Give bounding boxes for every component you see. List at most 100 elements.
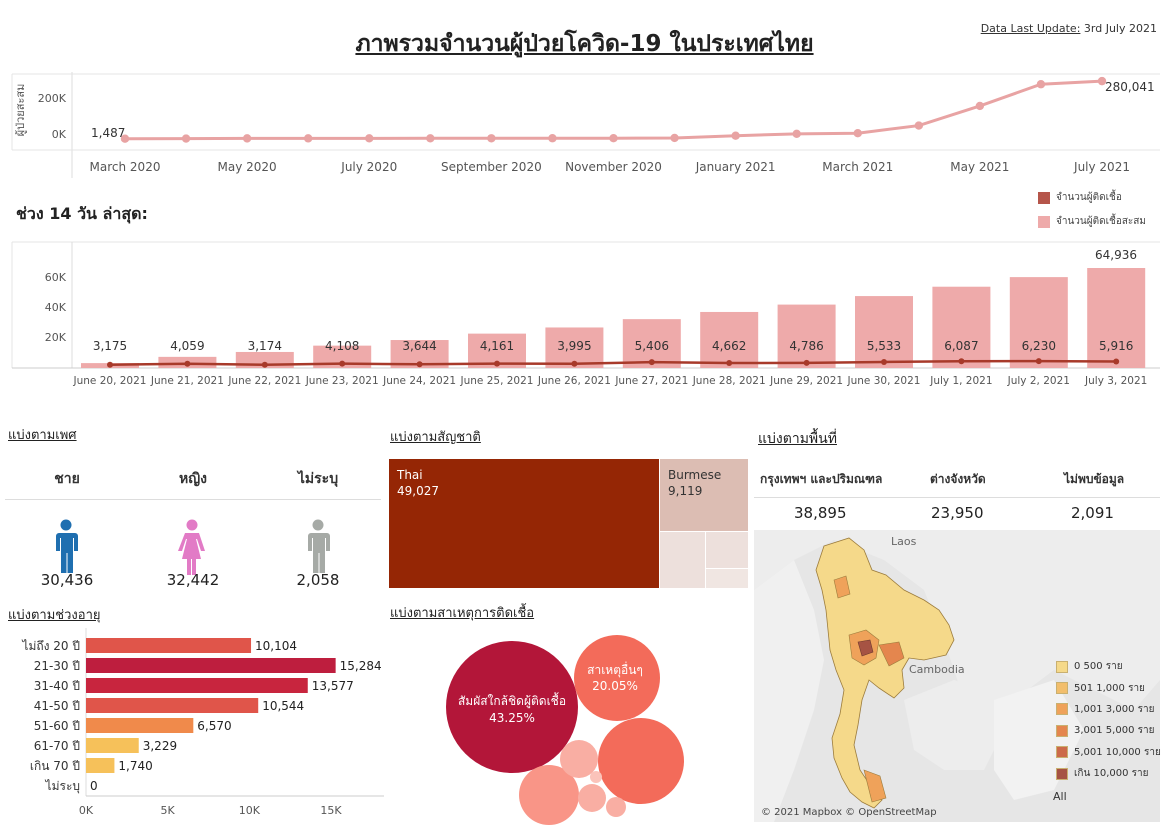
recent-daily-point[interactable] <box>261 361 268 368</box>
map-legend-item[interactable]: 5,001 10,000 ราย <box>1056 742 1161 763</box>
recent-daily-point[interactable] <box>339 360 346 367</box>
recent-daily-point[interactable] <box>107 361 113 368</box>
legend-daily[interactable]: จำนวนผู้ติดเชื้อ <box>1038 190 1146 205</box>
recent-14-days-chart[interactable]: 60K 40K 20K June 20, 2021 June 21, 2021 Ju… <box>0 238 1169 398</box>
recent-bar[interactable] <box>777 304 836 368</box>
cumulative-ylabel: ผู้ป่วยสะสม <box>14 84 27 137</box>
cumulative-point[interactable] <box>914 121 924 130</box>
cumulative-point[interactable] <box>487 134 496 143</box>
age-chart[interactable]: ไม่ถึง 20 ปี 10,104 21-30 ปี 15,284 31-40 ปี… <box>0 628 385 824</box>
recent-bar[interactable] <box>700 311 759 368</box>
recent-daily-point[interactable] <box>571 360 578 367</box>
map-legend-item[interactable]: 1,001 3,000 ราย <box>1056 699 1161 720</box>
bubble-4[interactable] <box>519 765 579 825</box>
map-legend-item[interactable]: 3,001 5,000 ราย <box>1056 720 1161 741</box>
cumulative-point[interactable] <box>853 129 862 138</box>
cumulative-point[interactable] <box>426 134 435 143</box>
treemap-burmese[interactable] <box>660 459 748 531</box>
legend-cumulative-swatch <box>1038 215 1050 228</box>
map-legend-label: 501 1,000 ราย <box>1074 682 1145 694</box>
age-bar[interactable] <box>86 758 115 773</box>
cumulative-point[interactable] <box>120 134 130 143</box>
recent-bar[interactable] <box>855 296 913 368</box>
cumulative-xtick: July 2021 <box>1073 160 1130 174</box>
legend-cumulative[interactable]: จำนวนผู้ติดเชื้อสะสม <box>1038 214 1146 229</box>
age-value-label: 6,570 <box>197 719 231 733</box>
map-legend-item[interactable]: 501 1,000 ราย <box>1056 677 1161 698</box>
recent-daily-point[interactable] <box>1035 358 1042 365</box>
map-legend-item[interactable]: 0 500 ราย <box>1056 656 1161 677</box>
bubble-3[interactable] <box>598 718 684 804</box>
page-title: ภาพรวมจำนวนผู้ป่วยโควิด-19 ในประเทศไทย <box>355 31 814 57</box>
age-bars-layer: ไม่ถึง 20 ปี 10,104 21-30 ปี 15,284 31-40 ปี… <box>21 638 382 817</box>
map-region-south[interactable] <box>863 769 887 803</box>
cause-bubble-chart[interactable]: สัมผัสใกล้ชิดผู้ติดเชื้อ 43.25% สาเหตุอื… <box>386 625 750 825</box>
treemap-other-1[interactable] <box>660 532 705 588</box>
treemap-thai[interactable] <box>389 459 659 588</box>
map-legend-swatch <box>1056 724 1068 737</box>
map-legend[interactable]: 0 500 ราย 501 1,000 ราย 1,001 3,000 ราย … <box>1056 656 1161 784</box>
recent-xtick: June 24, 2021 <box>382 375 456 387</box>
recent-daily-point[interactable] <box>184 360 191 367</box>
bubble-contact[interactable] <box>446 641 578 773</box>
cumulative-point[interactable] <box>1036 80 1046 89</box>
cumulative-point[interactable] <box>731 131 740 140</box>
cumulative-point[interactable] <box>303 134 313 143</box>
recent-daily-point[interactable] <box>803 359 810 366</box>
age-bar[interactable] <box>86 678 308 693</box>
cumulative-xtick: September 2020 <box>441 160 542 174</box>
cumulative-point[interactable] <box>670 133 679 143</box>
recent-daily-point[interactable] <box>1113 358 1120 365</box>
map-region-north-tak[interactable] <box>833 575 851 599</box>
map-region-east[interactable] <box>878 641 905 667</box>
cumulative-xtick: March 2021 <box>822 160 893 174</box>
cumulative-chart[interactable]: ผู้ป่วยสะสม 200K 0K 1,487 280,041 March … <box>0 68 1169 188</box>
unknown-person-icon <box>308 519 330 573</box>
bubble-other[interactable] <box>574 635 660 721</box>
cumulative-point[interactable] <box>609 133 618 143</box>
recent-daily-point[interactable] <box>958 358 965 365</box>
cumulative-point[interactable] <box>548 134 557 143</box>
bubble-7[interactable] <box>606 797 626 817</box>
cumulative-point[interactable] <box>1097 76 1107 86</box>
map-legend-item[interactable]: เกิน 10,000 ราย <box>1056 763 1161 784</box>
cumulative-point[interactable] <box>242 134 252 143</box>
map-thailand[interactable] <box>815 537 955 809</box>
bubble-other-label: สาเหตุอื่นๆ <box>587 661 643 678</box>
recent-bar[interactable] <box>1087 268 1146 368</box>
recent-daily-point[interactable] <box>648 359 655 366</box>
recent-bar[interactable] <box>932 286 991 368</box>
cumulative-point[interactable] <box>792 129 801 139</box>
recent-daily-label: 5,533 <box>867 339 901 353</box>
recent-daily-point[interactable] <box>881 358 887 365</box>
age-bar[interactable] <box>86 698 259 713</box>
recent-ytick-60k: 60K <box>45 271 67 284</box>
recent-legend[interactable]: จำนวนผู้ติดเชื้อ จำนวนผู้ติดเชื้อสะสม <box>1038 190 1146 238</box>
recent-bar[interactable] <box>313 345 372 368</box>
nationality-treemap[interactable] <box>389 459 750 589</box>
recent-xtick: June 23, 2021 <box>305 375 379 387</box>
recent-daily-point[interactable] <box>726 360 733 367</box>
recent-daily-point[interactable] <box>416 361 423 368</box>
cumulative-point[interactable] <box>181 134 191 143</box>
age-bar[interactable] <box>86 718 194 733</box>
age-bar[interactable] <box>86 738 139 753</box>
bubble-6[interactable] <box>578 784 606 812</box>
update-label: Data Last Update: <box>980 22 1081 35</box>
recent-bar[interactable] <box>1009 277 1068 368</box>
age-bar[interactable] <box>86 658 336 673</box>
cumulative-point[interactable] <box>365 134 374 143</box>
age-value-label: 0 <box>90 779 98 793</box>
map-region-bangkok[interactable] <box>857 639 874 657</box>
cumulative-point[interactable] <box>975 101 985 111</box>
treemap-other-3[interactable] <box>706 569 748 588</box>
recent-daily-point[interactable] <box>494 360 500 367</box>
bubble-8[interactable] <box>590 771 602 783</box>
thailand-map[interactable]: Laos Cambodia © 2021 Mapbox © OpenStreet… <box>754 530 1160 822</box>
treemap-other-2[interactable] <box>706 532 748 568</box>
age-bar[interactable] <box>86 638 252 653</box>
area-bkk-label: กรุงเทพฯ และปริมณฑล <box>760 472 883 486</box>
map-legend-all[interactable]: All <box>1053 790 1067 803</box>
treemap-burmese-text: Burmese 9,119 <box>668 467 721 499</box>
bubble-5[interactable] <box>560 740 598 778</box>
